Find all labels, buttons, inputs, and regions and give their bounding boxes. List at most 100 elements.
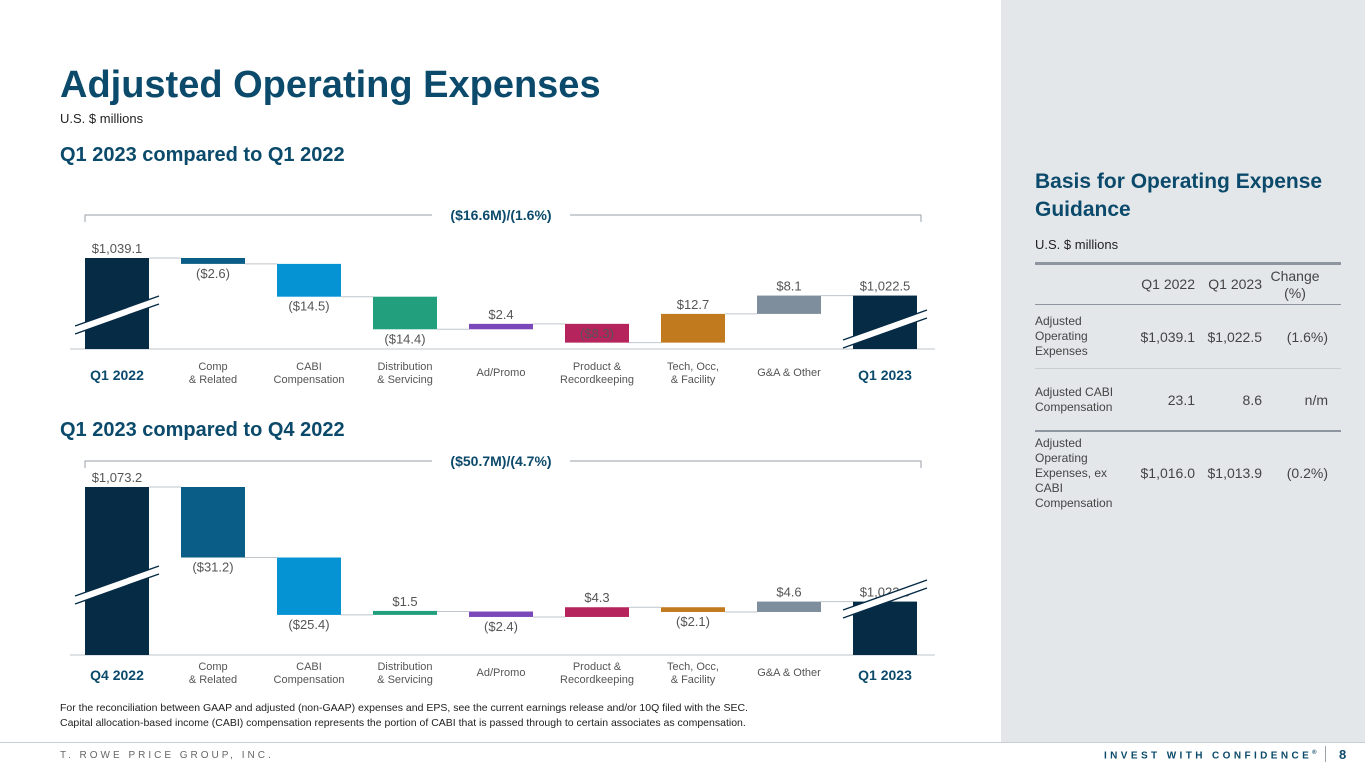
- step-value-label: ($25.4): [288, 617, 329, 632]
- page-number: 8: [1339, 747, 1347, 762]
- row-change: n/m: [1304, 391, 1328, 408]
- step-value-label: ($2.4): [484, 619, 518, 634]
- page-title: Adjusted Operating Expenses: [60, 64, 601, 106]
- category-label: CABI: [296, 361, 322, 373]
- step-bar: [565, 607, 629, 617]
- axis-break-line: [74, 295, 160, 327]
- footer-company: T. ROWE PRICE GROUP, INC.: [60, 750, 274, 761]
- step-value-label: ($2.6): [196, 266, 230, 281]
- category-label: & Facility: [671, 374, 716, 386]
- end-period-label: Q1 2023: [858, 367, 912, 383]
- table-row: Adjusted CABI Compensation 23.1 8.6 n/m: [1035, 369, 1341, 432]
- chart1-title: Q1 2023 compared to Q1 2022: [60, 144, 345, 166]
- table-row: Adjusted Operating Expenses $1,039.1 $1,…: [1035, 305, 1341, 369]
- category-label: & Related: [189, 674, 237, 686]
- row-change: (1.6%): [1286, 328, 1328, 345]
- category-label: & Related: [189, 374, 237, 386]
- step-value-label: ($2.1): [676, 614, 710, 629]
- step-value-label: ($14.5): [288, 299, 329, 314]
- waterfall-chart-q1-vs-q4: ($50.7M)/(4.7%) $1,073.2 ($31.2) Comp& Rela…: [70, 451, 935, 686]
- chart2-title: Q1 2023 compared to Q4 2022: [60, 419, 345, 441]
- step-value-label: $1.5: [392, 594, 417, 609]
- footnote-line-2: Capital allocation-based income (CABI) c…: [60, 717, 746, 729]
- step-bar: [757, 601, 821, 612]
- row-q1-2023: $1,022.5: [1207, 328, 1263, 345]
- category-label: Ad/Promo: [477, 367, 526, 379]
- header-q1-2022: Q1 2022: [1141, 276, 1195, 292]
- step-value-label: $8.1: [776, 279, 801, 294]
- category-label: & Servicing: [377, 374, 433, 386]
- start-bar: [85, 487, 149, 655]
- units-subtitle: U.S. $ millions: [60, 111, 144, 126]
- guidance-table: Q1 2022 Q1 2023 Change (%) Adjusted Oper…: [1035, 262, 1341, 514]
- axis-break-line: [74, 565, 160, 597]
- category-label: & Facility: [671, 674, 716, 686]
- axis-break-line: [74, 573, 160, 605]
- step-bar: [757, 295, 821, 314]
- table-row: Adjusted Operating Expenses, ex CABI Com…: [1035, 432, 1341, 514]
- step-bar: [277, 263, 341, 297]
- step-value-label: $2.4: [488, 307, 513, 322]
- row-change: (0.2%): [1286, 465, 1328, 481]
- axis-break-gap: [843, 580, 927, 618]
- axis-break-gap: [843, 310, 927, 348]
- start-value-label: $1,039.1: [92, 241, 143, 256]
- category-label: Recordkeeping: [560, 374, 634, 386]
- guidance-units: U.S. $ millions: [1035, 237, 1119, 252]
- footnote-line-1: For the reconciliation between GAAP and …: [60, 702, 748, 714]
- right-panel: [1001, 0, 1365, 742]
- step-bar: [181, 258, 245, 264]
- header-q1-2023: Q1 2023: [1208, 276, 1262, 292]
- registered-mark: ®: [1312, 750, 1320, 756]
- category-label: Product &: [573, 661, 622, 673]
- step-bar: [661, 607, 725, 612]
- step-bar: [181, 487, 245, 558]
- step-bar: [469, 323, 533, 330]
- category-label: Recordkeeping: [560, 674, 634, 686]
- axis-break-line: [74, 303, 160, 335]
- category-label: Ad/Promo: [477, 667, 526, 679]
- step-bar: [373, 610, 437, 615]
- step-value-label: ($8.3): [580, 326, 614, 341]
- category-label: G&A & Other: [757, 367, 821, 379]
- category-label: Distribution: [377, 661, 432, 673]
- row-q1-2022: 23.1: [1167, 391, 1195, 408]
- category-label: CABI: [296, 661, 322, 673]
- category-label: Compensation: [274, 374, 345, 386]
- step-bar: [661, 313, 725, 343]
- axis-break-line: [842, 587, 928, 619]
- category-label: & Servicing: [377, 674, 433, 686]
- end-value-label: $1,022.5: [860, 279, 911, 294]
- step-bar: [565, 323, 629, 343]
- row-label: Adjusted CABI Compensation: [1035, 384, 1114, 414]
- bracket-label: ($50.7M)/(4.7%): [450, 453, 551, 469]
- step-bar: [469, 611, 533, 617]
- start-value-label: $1,073.2: [92, 470, 143, 485]
- bracket-label-bg: [432, 205, 570, 225]
- step-value-label: ($14.4): [384, 331, 425, 346]
- row-q1-2022: $1,039.1: [1140, 328, 1196, 345]
- axis-break-line: [842, 579, 928, 611]
- row-label: Adjusted Operating Expenses, ex CABI Com…: [1035, 435, 1113, 510]
- end-period-label: Q1 2023: [858, 667, 912, 683]
- tagline-text: INVEST WITH CONFIDENCE: [1104, 750, 1313, 762]
- step-value-label: ($31.2): [192, 560, 233, 575]
- step-value-label: $4.6: [776, 585, 801, 600]
- table-header-row: Q1 2022 Q1 2023 Change (%): [1035, 265, 1341, 305]
- step-value-label: $4.3: [584, 590, 609, 605]
- step-bar: [277, 557, 341, 615]
- guidance-title: Basis for Operating Expense Guidance: [1035, 170, 1323, 221]
- row-q1-2023: $1,013.9: [1207, 465, 1263, 481]
- category-label: Distribution: [377, 361, 432, 373]
- axis-break-gap: [75, 296, 159, 334]
- bracket-label-bg: [432, 451, 570, 471]
- footer-tagline: INVEST WITH CONFIDENCE®: [1104, 750, 1320, 761]
- header-change: Change (%): [1270, 267, 1320, 301]
- row-q1-2023: 8.6: [1242, 391, 1262, 408]
- footer-rule: [0, 742, 1365, 743]
- axis-break-gap: [75, 566, 159, 604]
- bracket-label: ($16.6M)/(1.6%): [450, 207, 551, 223]
- axis-break-line: [842, 317, 928, 349]
- category-label: Comp: [198, 661, 227, 673]
- step-value-label: $12.7: [677, 297, 710, 312]
